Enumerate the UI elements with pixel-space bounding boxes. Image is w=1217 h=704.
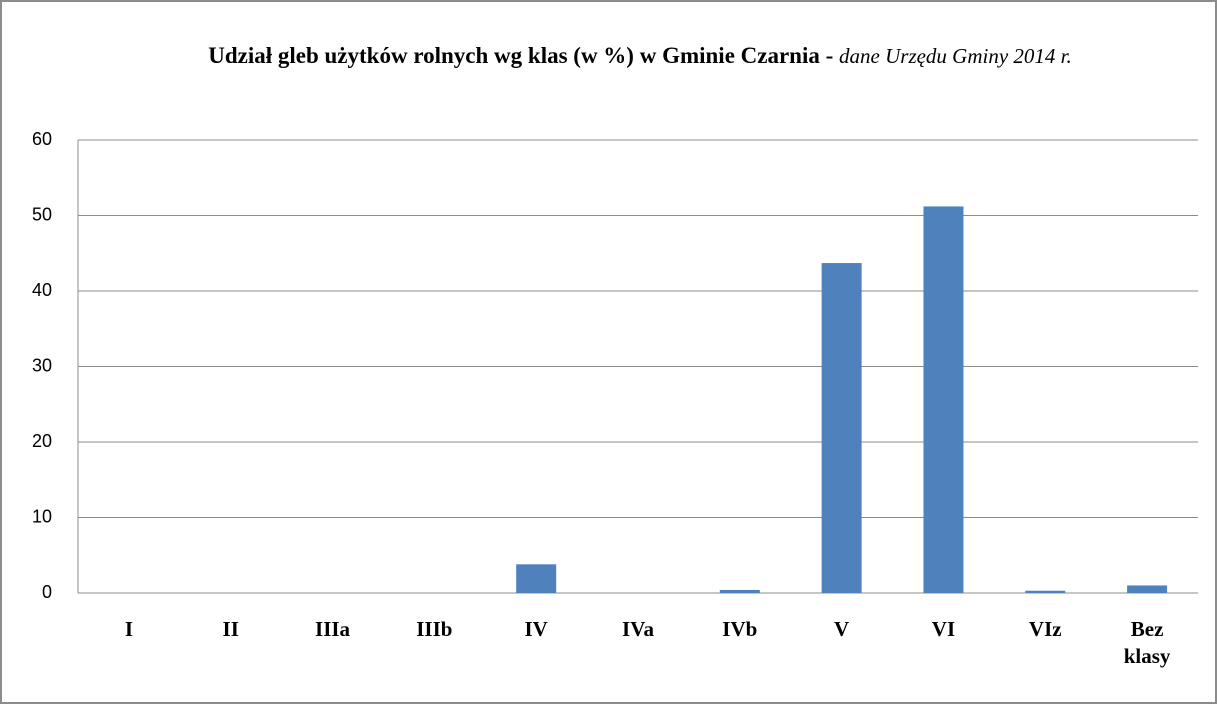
x-tick-label: IIIb bbox=[416, 617, 453, 641]
bar bbox=[719, 589, 760, 593]
y-tick-label: 40 bbox=[32, 280, 52, 300]
chart-subtitle: dane Urzędu Gminy 2014 r. bbox=[839, 44, 1072, 68]
x-tick-label: VIz bbox=[1028, 617, 1062, 641]
x-tick-label: IVb bbox=[722, 617, 758, 641]
chart-title: Udział gleb użytków rolnych wg klas (w %… bbox=[208, 43, 834, 68]
title-block: Udział gleb użytków rolnych wg klas (w %… bbox=[150, 40, 1130, 72]
bar bbox=[923, 206, 964, 593]
y-tick-label: 60 bbox=[32, 129, 52, 149]
y-tick-label: 50 bbox=[32, 204, 52, 224]
x-tick-label: IV bbox=[524, 617, 548, 641]
y-tick-label: 20 bbox=[32, 431, 52, 451]
x-tick-label: IIIa bbox=[315, 617, 351, 641]
y-tick-label: 10 bbox=[32, 506, 52, 526]
y-tick-label: 0 bbox=[42, 582, 52, 602]
x-tick-label: V bbox=[834, 617, 850, 641]
chart: 0 10 20 30 40 50 60 bbox=[32, 129, 1198, 602]
bar bbox=[516, 564, 557, 593]
x-tick-label: I bbox=[124, 617, 133, 641]
x-tick-label: IVa bbox=[622, 617, 654, 641]
bar bbox=[821, 263, 862, 593]
x-tick-label: Bez klasy bbox=[1123, 617, 1171, 668]
x-tick-label: VI bbox=[931, 617, 956, 641]
bar bbox=[1127, 585, 1168, 593]
x-tick-label: II bbox=[222, 617, 239, 641]
y-tick-label: 30 bbox=[32, 355, 52, 375]
bar bbox=[1025, 590, 1066, 593]
